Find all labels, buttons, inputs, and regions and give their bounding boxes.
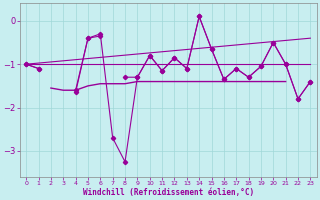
X-axis label: Windchill (Refroidissement éolien,°C): Windchill (Refroidissement éolien,°C) (83, 188, 254, 197)
